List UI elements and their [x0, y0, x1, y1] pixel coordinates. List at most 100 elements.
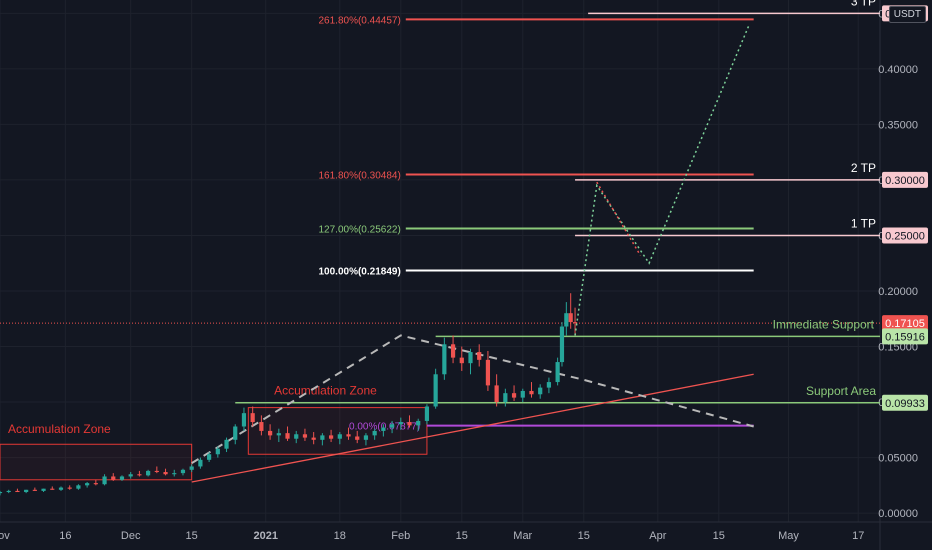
candle-body — [564, 313, 569, 327]
x-tick-label: 17 — [852, 530, 864, 542]
candle-body — [241, 413, 247, 427]
candle-body — [511, 393, 517, 398]
x-tick-label: 15 — [456, 530, 468, 542]
candle-body — [146, 470, 151, 476]
candle-body — [111, 476, 116, 480]
tp-label: 2 TP — [851, 161, 876, 175]
candle-body — [119, 476, 125, 480]
price-badge-label: 0.09933 — [885, 398, 925, 410]
accumulation-zone-label: Accumulation Zone — [274, 383, 377, 397]
candle-body — [389, 424, 395, 428]
candle-body — [207, 454, 212, 460]
candle-body — [555, 362, 560, 383]
candle-body — [6, 490, 11, 493]
currency-badge[interactable]: USDT — [888, 6, 926, 23]
fib-level-label: 161.80%(0.30484) — [318, 171, 400, 182]
candle-body — [41, 488, 46, 491]
price-badge-label: 0.15916 — [885, 331, 925, 343]
fib-level-label: 100.00%(0.21849) — [318, 266, 400, 277]
candle-body — [433, 374, 438, 407]
x-tick-label: Mar — [513, 530, 532, 542]
y-tick-label: 0.35000 — [878, 119, 918, 131]
candle-body — [494, 385, 499, 403]
price-badge-label: 0.30000 — [885, 175, 925, 187]
candle-body — [224, 439, 229, 449]
candle-body — [76, 485, 81, 489]
candle-body — [442, 344, 447, 375]
candle-body — [381, 427, 386, 431]
candle-body — [407, 422, 412, 426]
x-tick-label: Dec — [121, 530, 141, 542]
candle-body — [58, 487, 64, 490]
candle-body — [572, 322, 578, 324]
candle-body — [128, 474, 133, 477]
candle-body — [568, 313, 573, 323]
price-badge-label: 0.25000 — [885, 230, 925, 242]
candle-body — [163, 472, 168, 475]
price-badge — [882, 328, 928, 345]
candle-body — [477, 352, 482, 360]
x-tick-label: Nov — [0, 530, 10, 542]
candle-body — [102, 476, 107, 485]
candle-body — [503, 393, 508, 403]
price-badge — [882, 227, 928, 244]
candle-body — [302, 434, 308, 438]
x-tick-label: Feb — [391, 530, 410, 542]
candle-body — [15, 490, 20, 493]
x-tick-label: 16 — [59, 530, 71, 542]
y-tick-label: 0.40000 — [878, 64, 918, 76]
red-trendline — [191, 373, 754, 483]
candle-body — [267, 430, 273, 436]
candle-body — [559, 326, 565, 363]
candle-body — [468, 352, 473, 364]
y-tick-label: 0.00000 — [878, 508, 918, 520]
candle-body — [215, 448, 220, 455]
candle-body — [424, 406, 430, 421]
y-tick-label: 0.20000 — [878, 286, 918, 298]
candle-body — [529, 390, 534, 395]
price-badge — [882, 315, 928, 332]
candle-body — [50, 488, 55, 490]
candle-body — [294, 434, 299, 439]
candle-body — [67, 487, 72, 489]
candle-body — [233, 426, 238, 440]
candle-body — [137, 474, 142, 476]
candle-body — [276, 433, 281, 436]
candle-body — [328, 435, 334, 439]
candle-body — [250, 413, 255, 423]
candle-body — [85, 483, 90, 486]
candle-body — [416, 420, 421, 426]
candle-body — [546, 382, 552, 388]
price-badge — [882, 394, 928, 411]
price-badge — [882, 171, 928, 188]
candle-body — [459, 357, 464, 364]
price-badge-label: 0.17105 — [885, 318, 925, 330]
candle-body — [450, 344, 456, 358]
y-tick-label: 0.05000 — [878, 453, 918, 465]
candle-body — [180, 469, 186, 474]
candle-body — [346, 434, 351, 437]
tp-label: 3 TP — [851, 0, 876, 8]
support-area-label: Support Area — [806, 384, 876, 398]
candle-body — [372, 430, 377, 436]
candle-body — [32, 489, 37, 491]
candle-body — [355, 436, 360, 440]
x-tick-label: 15 — [578, 530, 590, 542]
x-tick-label: Apr — [649, 530, 666, 542]
fib-level-label: 127.00%(0.25622) — [318, 225, 400, 236]
tp-label: 1 TP — [851, 216, 876, 230]
fib-level-label: 261.80%(0.44457) — [318, 15, 400, 26]
dashed-pattern-line — [191, 334, 754, 464]
immediate-support-label: Immediate Support — [773, 317, 875, 331]
candle-body — [320, 435, 325, 440]
candle-body — [520, 390, 525, 398]
candle-body — [24, 489, 29, 493]
candle-body — [189, 466, 194, 470]
candle-body — [259, 422, 264, 431]
candle-body — [154, 470, 159, 473]
candle-body — [172, 473, 177, 475]
fib-level-label: 0.00%(0.07877) — [349, 422, 420, 433]
x-tick-label: 18 — [334, 530, 346, 542]
